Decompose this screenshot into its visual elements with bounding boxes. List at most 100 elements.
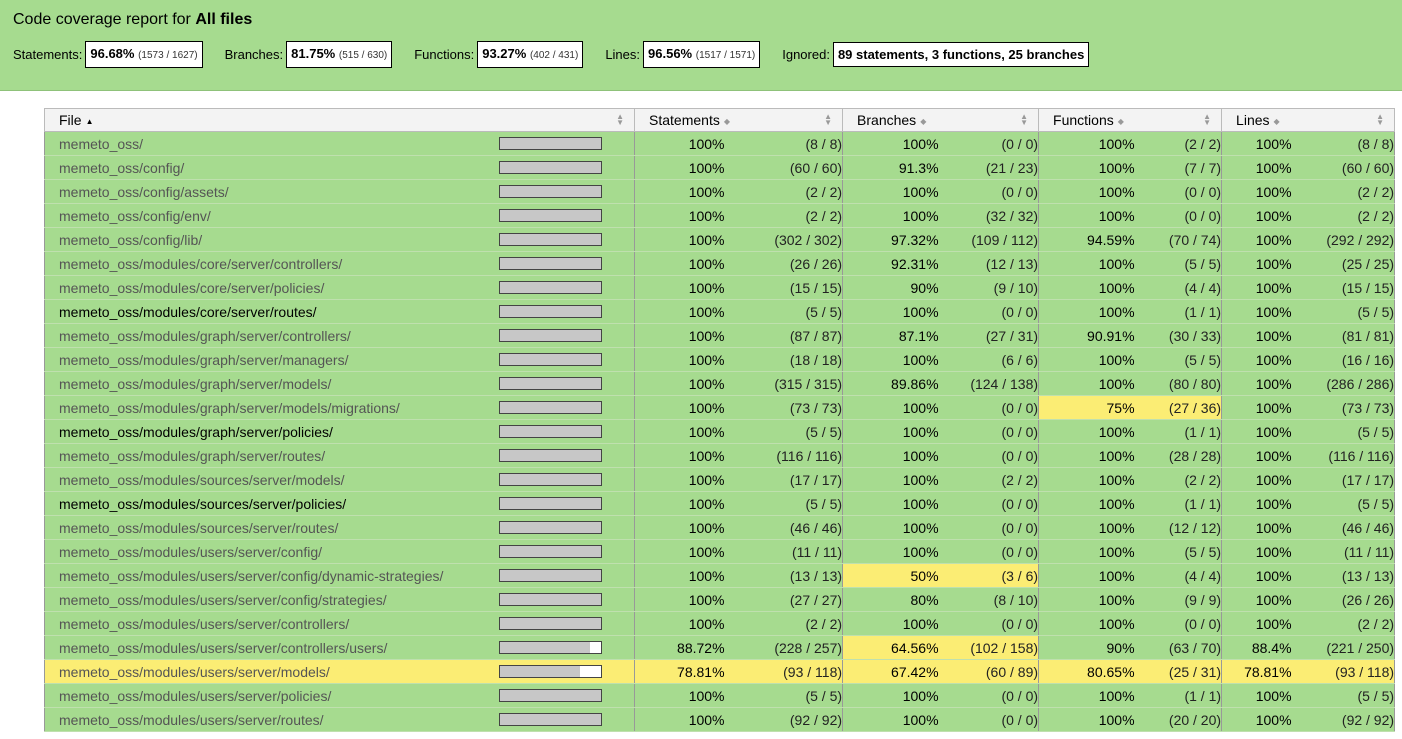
coverage-bar-fill (500, 378, 602, 389)
file-link[interactable]: memeto_oss/modules/graph/server/managers… (44, 347, 485, 372)
statements-frac: (93 / 118) (724, 659, 843, 684)
file-link[interactable]: memeto_oss/modules/core/server/controlle… (44, 251, 485, 276)
branches-frac: (9 / 10) (938, 275, 1039, 300)
column-header-statements[interactable]: Statements ◆ ▲ ▼ (634, 108, 844, 132)
sort-toggle-icon[interactable]: ▲ ▼ (1376, 112, 1385, 127)
summary-frac: (402 / 431) (529, 50, 579, 61)
ignored-value: 89 statements, 3 functions, 25 branches (837, 47, 1085, 62)
coverage-bar-cell (484, 515, 635, 540)
sort-toggle-icon[interactable]: ▲ ▼ (1203, 112, 1212, 127)
coverage-bar-fill (500, 138, 602, 149)
file-link[interactable]: memeto_oss/modules/sources/server/polici… (44, 491, 485, 516)
file-link[interactable]: memeto_oss/modules/users/server/controll… (44, 611, 485, 636)
file-link[interactable]: memeto_oss/modules/graph/server/policies… (44, 419, 485, 444)
column-header-functions[interactable]: Functions ◆ ▲ ▼ (1038, 108, 1223, 132)
column-header-branches[interactable]: Branches ◆ ▲ ▼ (842, 108, 1040, 132)
table-row: memeto_oss/modules/users/server/controll… (44, 611, 1396, 636)
coverage-bar (499, 689, 603, 702)
functions-frac: (5 / 5) (1134, 251, 1222, 276)
sort-toggle-icon[interactable]: ▲ ▼ (824, 112, 833, 127)
file-link[interactable]: memeto_oss/modules/users/server/config/ (44, 539, 485, 564)
file-link[interactable]: memeto_oss/config/lib/ (44, 227, 485, 252)
statements-frac: (46 / 46) (724, 515, 843, 540)
summary-frac: (1517 / 1571) (695, 50, 756, 61)
column-header-lines[interactable]: Lines ◆ ▲ ▼ (1221, 108, 1396, 132)
coverage-bar (499, 137, 603, 150)
file-link[interactable]: memeto_oss/modules/graph/server/controll… (44, 323, 485, 348)
file-link[interactable]: memeto_oss/modules/users/server/models/ (44, 659, 485, 684)
file-link[interactable]: memeto_oss/modules/graph/server/routes/ (44, 443, 485, 468)
coverage-bar (499, 209, 603, 222)
functions-frac: (12 / 12) (1134, 515, 1222, 540)
file-link[interactable]: memeto_oss/modules/core/server/routes/ (44, 299, 485, 324)
statements-frac: (11 / 11) (724, 539, 843, 564)
functions-pct: 100% (1038, 419, 1135, 444)
file-link[interactable]: memeto_oss/modules/users/server/policies… (44, 683, 485, 708)
file-link[interactable]: memeto_oss/modules/sources/server/routes… (44, 515, 485, 540)
coverage-bar-cell (484, 179, 635, 204)
functions-pct: 100% (1038, 371, 1135, 396)
sort-toggle-icon[interactable]: ▲ ▼ (616, 112, 625, 127)
summary-frac: (515 / 630) (338, 50, 388, 61)
lines-pct: 100% (1221, 155, 1292, 180)
statements-frac: (60 / 60) (724, 155, 843, 180)
table-row: memeto_oss/modules/sources/server/models… (44, 467, 1396, 492)
functions-frac: (0 / 0) (1134, 611, 1222, 636)
functions-frac: (7 / 7) (1134, 155, 1222, 180)
sort-icon: ◆ (1117, 116, 1124, 126)
file-link[interactable]: memeto_oss/config/ (44, 155, 485, 180)
branches-pct: 87.1% (842, 323, 939, 348)
file-link[interactable]: memeto_oss/modules/users/server/controll… (44, 635, 485, 660)
file-link[interactable]: memeto_oss/modules/users/server/routes/ (44, 707, 485, 732)
lines-pct: 88.4% (1221, 635, 1292, 660)
file-link[interactable]: memeto_oss/modules/users/server/config/d… (44, 563, 485, 588)
lines-frac: (81 / 81) (1291, 323, 1396, 348)
statements-frac: (315 / 315) (724, 371, 843, 396)
file-link[interactable]: memeto_oss/modules/graph/server/models/m… (44, 395, 485, 420)
statements-frac: (5 / 5) (724, 419, 843, 444)
file-link[interactable]: memeto_oss/modules/graph/server/models/ (44, 371, 485, 396)
summary-label: Branches: (224, 47, 284, 62)
coverage-bar-fill (500, 642, 590, 653)
column-label: File (59, 112, 82, 128)
sort-ascending-icon: ▲ (85, 116, 94, 126)
table-row: memeto_oss/modules/users/server/models/7… (44, 659, 1396, 684)
branches-frac: (0 / 0) (938, 611, 1039, 636)
coverage-bar (499, 377, 603, 390)
branches-pct: 100% (842, 347, 939, 372)
sort-toggle-icon[interactable]: ▲ ▼ (1020, 112, 1029, 127)
lines-frac: (15 / 15) (1291, 275, 1396, 300)
coverage-bar-fill (500, 330, 602, 341)
functions-frac: (0 / 0) (1134, 179, 1222, 204)
statements-frac: (15 / 15) (724, 275, 843, 300)
coverage-bar-fill (500, 522, 602, 533)
table-row: memeto_oss/modules/graph/server/policies… (44, 419, 1396, 444)
statements-pct: 100% (634, 347, 725, 372)
coverage-bar-cell (484, 251, 635, 276)
branches-frac: (0 / 0) (938, 539, 1039, 564)
branches-frac: (124 / 138) (938, 371, 1039, 396)
file-link[interactable]: memeto_oss/config/assets/ (44, 179, 485, 204)
lines-frac: (73 / 73) (1291, 395, 1396, 420)
column-label: Lines (1236, 112, 1270, 128)
file-link[interactable]: memeto_oss/modules/core/server/policies/ (44, 275, 485, 300)
functions-pct: 100% (1038, 251, 1135, 276)
lines-pct: 100% (1221, 467, 1292, 492)
column-header-file[interactable]: File ▲ ▲ ▼ (43, 108, 636, 132)
column-label: Branches (857, 112, 917, 128)
file-link[interactable]: memeto_oss/modules/users/server/config/s… (44, 587, 485, 612)
table-row: memeto_oss/modules/users/server/policies… (44, 683, 1396, 708)
file-link[interactable]: memeto_oss/config/env/ (44, 203, 485, 228)
lines-frac: (5 / 5) (1291, 299, 1396, 324)
branches-pct: 91.3% (842, 155, 939, 180)
branches-pct: 100% (842, 179, 939, 204)
functions-pct: 100% (1038, 203, 1135, 228)
coverage-bar-cell (484, 275, 635, 300)
file-link[interactable]: memeto_oss/modules/sources/server/models… (44, 467, 485, 492)
table-row: memeto_oss/modules/graph/server/models/m… (44, 395, 1396, 420)
statements-frac: (92 / 92) (724, 707, 843, 732)
branches-frac: (0 / 0) (938, 491, 1039, 516)
branches-frac: (27 / 31) (938, 323, 1039, 348)
coverage-bar-cell (484, 299, 635, 324)
file-link[interactable]: memeto_oss/ (44, 131, 485, 156)
